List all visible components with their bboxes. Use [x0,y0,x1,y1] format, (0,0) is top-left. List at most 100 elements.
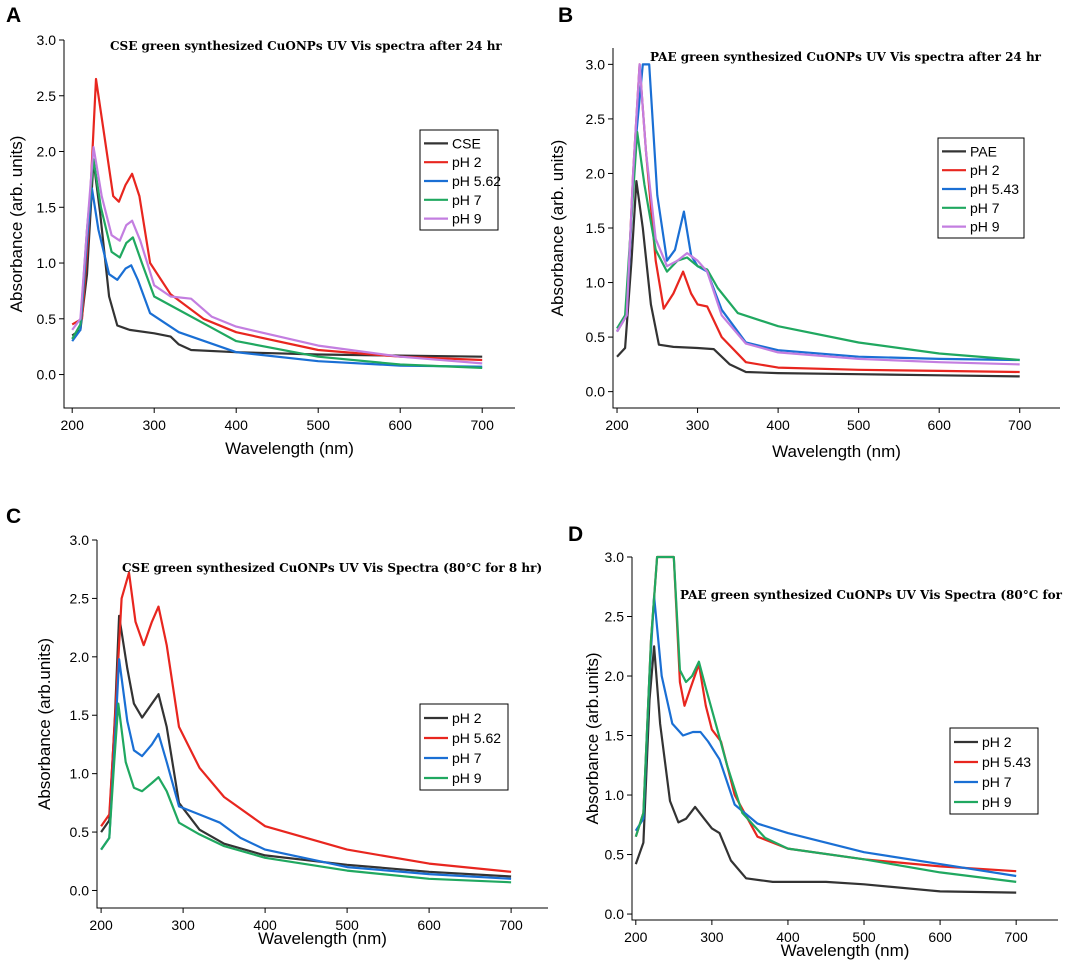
legend-label: pH 9 [452,770,482,786]
legend-label: pH 5.43 [970,181,1019,197]
legend-label: pH 5.62 [452,173,501,189]
y-tick-label: 3.0 [605,549,625,565]
series-line-ph-2 [71,77,483,362]
x-tick-label: 500 [335,917,359,933]
x-tick-label: 300 [686,417,710,433]
y-tick-label: 0.0 [37,367,57,383]
legend: pH 2 pH 5.43 pH 7 pH 9 [949,727,1039,815]
axes [96,540,548,909]
y-tick-label: 1.5 [70,707,90,723]
x-tick-label: 500 [852,929,876,945]
y-tick-label: 1.0 [70,766,90,782]
axes [63,40,515,409]
series-line-ph-9 [634,555,1017,883]
y-tick-label: 0.0 [70,882,90,898]
series-line-ph-7 [616,130,1020,362]
y-tick-label: 0.0 [605,906,625,922]
x-axis-label: Wavelength (nm) [772,442,901,461]
x-tick-label: 300 [700,929,724,945]
chart-title: PAE green synthesized CuONPs UV Vis Spec… [680,588,1065,602]
y-axis-label: Absorbance (arb. units) [7,136,26,313]
y-tick-label: 2.0 [37,144,57,160]
series-line-ph-9 [616,63,1020,366]
x-tick-label: 700 [1008,417,1032,433]
y-tick-label: 1.0 [605,787,625,803]
series-line-ph-2 [100,614,512,878]
x-tick-label: 200 [605,417,629,433]
chart-title: CSE green synthesized CuONPs UV Vis spec… [110,39,502,53]
x-tick-label: 500 [847,417,871,433]
series-line-ph-5-62 [100,571,512,873]
legend-label: pH 2 [452,154,482,170]
x-axis-label: Wavelength (nm) [781,941,910,960]
chart-title: PAE green synthesized CuONPs UV Vis spec… [650,50,1042,64]
legend-label: pH 7 [982,774,1012,790]
y-tick-label: 3.0 [586,56,606,72]
chart-title: CSE green synthesized CuONPs UV Vis Spec… [122,561,542,575]
legend-label: pH 2 [982,734,1012,750]
x-tick-label: 400 [225,417,249,433]
y-tick-label: 2.5 [37,88,57,104]
legend: pH 2 pH 5.62 pH 7 pH 9 [419,703,509,791]
y-tick-label: 1.5 [37,199,57,215]
y-tick-label: 2.0 [70,649,90,665]
y-tick-label: 1.5 [586,220,606,236]
legend-label: pH 9 [982,794,1012,810]
legend-label: pH 7 [452,750,482,766]
y-tick-label: 0.0 [586,384,606,400]
y-tick-label: 1.0 [37,255,57,271]
panel-letter: B [558,4,573,27]
panel-b: B 200 300 400 500 600 700 0.0 0.5 1.0 1.5 2.0 2.5 3.0… [548,4,1060,461]
panel-letter: C [6,505,21,528]
x-tick-label: 700 [1004,929,1028,945]
legend-label: pH 2 [452,710,482,726]
x-tick-label: 200 [89,917,113,933]
x-tick-label: 400 [766,417,790,433]
series-line-ph-9 [71,146,483,365]
x-axis-label: Wavelength (nm) [225,439,354,458]
y-tick-label: 3.0 [70,532,90,548]
y-tick-label: 2.0 [605,668,625,684]
x-tick-label: 700 [499,917,523,933]
x-tick-label: 200 [61,417,85,433]
y-axis-label: Absorbance (arb.units) [583,653,602,825]
legend: CSE pH 2 pH 5.62 pH 7 pH 9 [419,129,501,231]
axes [631,557,1058,921]
y-tick-label: 0.5 [605,847,625,863]
y-tick-label: 2.5 [70,590,90,606]
x-tick-label: 300 [143,417,167,433]
legend-label: pH 2 [970,162,1000,178]
x-tick-label: 600 [389,417,413,433]
y-tick-label: 2.5 [605,609,625,625]
y-tick-label: 0.5 [586,329,606,345]
y-tick-label: 1.0 [586,275,606,291]
series-line-ph-5-43 [634,555,1017,873]
y-tick-label: 0.5 [37,311,57,327]
y-tick-label: 0.5 [70,824,90,840]
x-tick-label: 600 [417,917,441,933]
y-tick-label: 2.5 [586,111,606,127]
y-axis-label: Absorbance (arb.units) [35,638,54,810]
y-tick-label: 3.0 [37,32,57,48]
series-line-pae [616,180,1020,378]
x-tick-label: 300 [171,917,195,933]
panel-letter: D [568,523,583,546]
panel-a: A 200 300 400 500 600 700 0.0 0.5 1.0 1.5 2.0 2.5 3.0… [6,4,515,458]
panel-c: C 200 300 400 500 600 700 0.0 0.5 1.0 1.5 2.0 2.5 3.0… [6,505,548,948]
legend-label: CSE [452,135,481,151]
panel-letter: A [6,4,21,27]
y-axis-label: Absorbance (arb. units) [548,140,567,317]
legend-label: pH 7 [452,192,482,208]
series-line-ph-2 [634,645,1017,894]
legend-label: pH 9 [970,219,1000,235]
x-tick-label: 200 [624,929,648,945]
legend-label: pH 5.43 [982,754,1031,770]
legend-label: PAE [970,143,997,159]
x-tick-label: 700 [471,417,495,433]
x-tick-label: 400 [253,917,277,933]
legend: PAE pH 2 pH 5.43 pH 7 pH 9 [937,137,1025,239]
legend-label: pH 7 [970,200,1000,216]
y-tick-label: 2.0 [586,165,606,181]
x-tick-label: 500 [307,417,331,433]
